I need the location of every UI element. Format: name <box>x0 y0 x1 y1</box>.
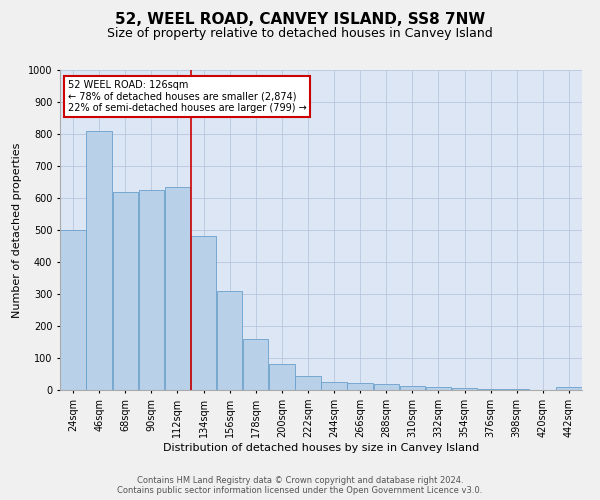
Bar <box>191 236 216 390</box>
Bar <box>347 383 373 390</box>
Bar <box>400 386 425 390</box>
Text: 52, WEEL ROAD, CANVEY ISLAND, SS8 7NW: 52, WEEL ROAD, CANVEY ISLAND, SS8 7NW <box>115 12 485 28</box>
Bar <box>374 384 399 390</box>
Bar <box>295 376 320 390</box>
Bar <box>452 388 477 390</box>
Text: 52 WEEL ROAD: 126sqm
← 78% of detached houses are smaller (2,874)
22% of semi-de: 52 WEEL ROAD: 126sqm ← 78% of detached h… <box>68 80 307 113</box>
Bar <box>139 190 164 390</box>
Text: Size of property relative to detached houses in Canvey Island: Size of property relative to detached ho… <box>107 28 493 40</box>
Bar <box>478 389 503 390</box>
Bar <box>426 388 451 390</box>
Bar <box>269 364 295 390</box>
Bar <box>243 339 268 390</box>
Y-axis label: Number of detached properties: Number of detached properties <box>13 142 22 318</box>
Bar <box>86 131 112 390</box>
Bar <box>556 387 581 390</box>
Text: Contains HM Land Registry data © Crown copyright and database right 2024.
Contai: Contains HM Land Registry data © Crown c… <box>118 476 482 495</box>
Bar <box>61 230 86 390</box>
Bar <box>113 192 138 390</box>
Bar <box>322 382 347 390</box>
Bar <box>165 187 190 390</box>
X-axis label: Distribution of detached houses by size in Canvey Island: Distribution of detached houses by size … <box>163 442 479 452</box>
Bar <box>217 291 242 390</box>
